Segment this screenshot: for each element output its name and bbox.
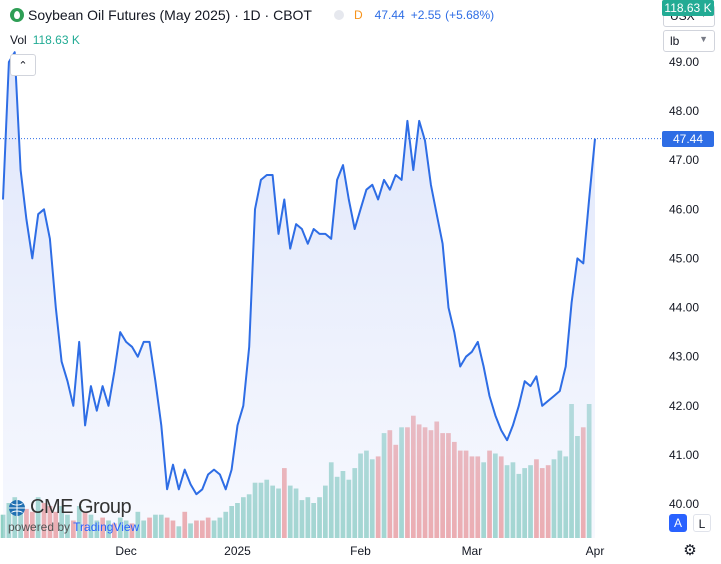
x-tick-label: Apr: [586, 544, 605, 558]
chevron-down-icon: ▼: [699, 34, 708, 44]
symbol-title[interactable]: Soybean Oil Futures (May 2025) · 1D · CB…: [28, 7, 312, 23]
y-tick-label: 42.00: [669, 399, 699, 413]
volume-legend: Vol 118.63 K: [10, 33, 80, 47]
y-tick-label: 46.00: [669, 202, 699, 216]
powered-by-label: powered by: [8, 520, 71, 534]
y-tick-label: 44.00: [669, 301, 699, 315]
last-price-tag: 47.44: [662, 131, 714, 147]
tradingview-label: TradingView: [73, 520, 140, 534]
log-scale-button[interactable]: L: [693, 514, 711, 532]
powered-by[interactable]: powered by TradingView: [8, 520, 139, 534]
unit-value: lb: [670, 34, 680, 48]
price-change: +2.55: [410, 8, 442, 22]
price-area-fill: [3, 52, 595, 538]
price-area: [2, 51, 596, 538]
time-axis[interactable]: Dec 2025 Feb Mar Apr: [115, 544, 604, 558]
last-price: 47.44: [374, 8, 405, 22]
x-tick-label: Feb: [350, 544, 371, 558]
price-axis[interactable]: 49.00 48.00 47.00 46.00 45.00 44.00 43.00 42.00…: [669, 55, 699, 511]
cme-logo[interactable]: CME Group: [8, 496, 132, 519]
x-tick-label: Mar: [462, 544, 483, 558]
auto-scale-button[interactable]: A: [669, 514, 687, 532]
chevron-up-icon: ⌃: [18, 59, 28, 72]
collapse-legend-button[interactable]: ⌃: [10, 54, 36, 76]
x-tick-label: Dec: [115, 544, 136, 558]
chart-header: Soybean Oil Futures (May 2025) · 1D · CB…: [10, 7, 494, 23]
y-tick-label: 41.00: [669, 448, 699, 462]
y-tick-label: 40.00: [669, 497, 699, 511]
unit-select[interactable]: lb ▼: [663, 30, 715, 52]
y-tick-label: 43.00: [669, 350, 699, 364]
price-change-percent: (+5.68%): [445, 8, 495, 22]
volume-label: Vol: [10, 33, 27, 47]
y-tick-label: 45.00: [669, 251, 699, 265]
y-tick-label: 49.00: [669, 55, 699, 69]
y-tick-label: 48.00: [669, 104, 699, 118]
last-volume-tag: 118.63 K: [662, 0, 714, 16]
interval-badge: D: [354, 8, 363, 22]
cme-brand-text: CME Group: [30, 496, 132, 518]
x-tick-label: 2025: [224, 544, 251, 558]
soybean-oil-drop-icon: [10, 8, 24, 22]
status-dot-icon: [334, 10, 344, 20]
price-line: [2, 51, 596, 496]
volume-value: 118.63 K: [32, 33, 80, 47]
gear-icon[interactable]: ⚙: [683, 542, 697, 559]
y-tick-label: 47.00: [669, 153, 699, 167]
cme-globe-icon: [9, 499, 25, 516]
